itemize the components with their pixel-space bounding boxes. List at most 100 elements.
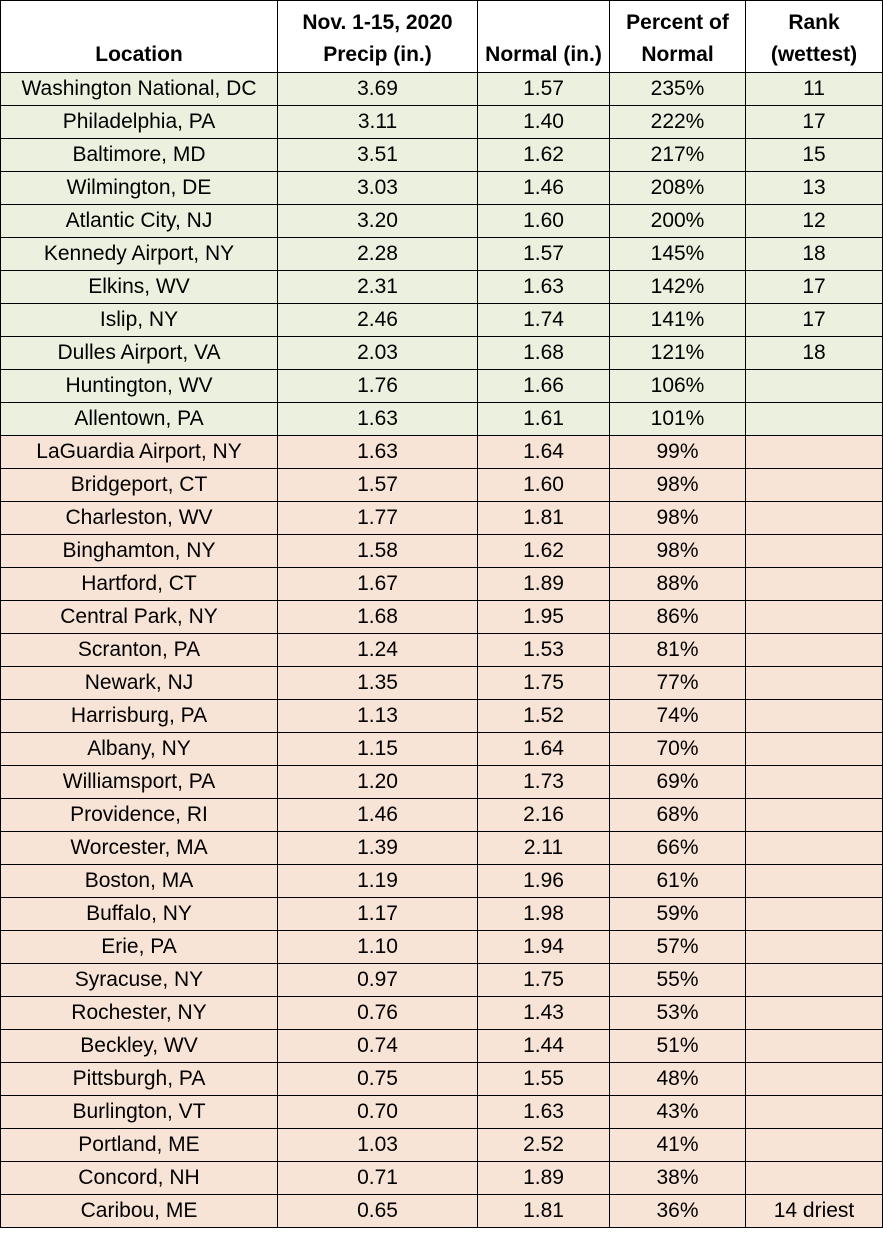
header-location-label: Location	[95, 43, 183, 66]
location-cell: Kennedy Airport, NY	[0, 237, 278, 271]
percent-of-normal-cell: 141%	[609, 303, 746, 337]
table-row: Philadelphia, PA 3.11 1.40 222% 17	[0, 105, 883, 139]
normal-cell: 1.40	[477, 105, 610, 139]
percent-of-normal-cell: 68%	[609, 798, 746, 832]
table-row: Huntington, WV 1.76 1.66 106%	[0, 369, 883, 403]
percent-of-normal-cell: 48%	[609, 1062, 746, 1096]
table-row: Concord, NH 0.71 1.89 38%	[0, 1161, 883, 1195]
header-precip-line2: Precip (in.)	[323, 43, 432, 66]
table-row: Beckley, WV 0.74 1.44 51%	[0, 1029, 883, 1063]
precip-cell: 2.31	[277, 270, 478, 304]
header-precip-line1: Nov. 1-15, 2020	[302, 11, 453, 34]
normal-cell: 1.81	[477, 1194, 610, 1228]
location-cell: Hartford, CT	[0, 567, 278, 601]
normal-cell: 1.61	[477, 402, 610, 436]
precip-cell: 0.97	[277, 963, 478, 997]
percent-of-normal-cell: 69%	[609, 765, 746, 799]
normal-cell: 1.60	[477, 468, 610, 502]
precip-cell: 3.69	[277, 72, 478, 106]
table-row: Allentown, PA 1.63 1.61 101%	[0, 402, 883, 436]
percent-of-normal-cell: 98%	[609, 501, 746, 535]
percent-of-normal-cell: 51%	[609, 1029, 746, 1063]
location-cell: Huntington, WV	[0, 369, 278, 403]
rank-cell: 13	[745, 171, 883, 205]
location-cell: Rochester, NY	[0, 996, 278, 1030]
normal-cell: 1.64	[477, 435, 610, 469]
table-row: Islip, NY 2.46 1.74 141% 17	[0, 303, 883, 337]
precip-cell: 0.71	[277, 1161, 478, 1195]
table-row: Albany, NY 1.15 1.64 70%	[0, 732, 883, 766]
percent-of-normal-cell: 53%	[609, 996, 746, 1030]
location-cell: Allentown, PA	[0, 402, 278, 436]
precip-cell: 1.03	[277, 1128, 478, 1162]
header-rank-line1: Rank	[788, 11, 840, 34]
location-cell: Beckley, WV	[0, 1029, 278, 1063]
percent-of-normal-cell: 70%	[609, 732, 746, 766]
percent-of-normal-cell: 38%	[609, 1161, 746, 1195]
percent-of-normal-cell: 36%	[609, 1194, 746, 1228]
precip-cell: 1.10	[277, 930, 478, 964]
normal-cell: 1.62	[477, 534, 610, 568]
normal-cell: 1.44	[477, 1029, 610, 1063]
precip-cell: 1.63	[277, 402, 478, 436]
precip-cell: 1.39	[277, 831, 478, 865]
rank-cell: 14 driest	[745, 1194, 883, 1228]
rank-cell: 11	[745, 72, 883, 106]
precip-cell: 0.74	[277, 1029, 478, 1063]
normal-cell: 1.94	[477, 930, 610, 964]
location-cell: Charleston, WV	[0, 501, 278, 535]
normal-cell: 1.74	[477, 303, 610, 337]
precip-cell: 1.24	[277, 633, 478, 667]
rank-cell	[745, 402, 883, 436]
percent-of-normal-cell: 208%	[609, 171, 746, 205]
precip-cell: 1.67	[277, 567, 478, 601]
precip-cell: 1.35	[277, 666, 478, 700]
rank-cell	[745, 468, 883, 502]
precip-cell: 3.11	[277, 105, 478, 139]
rank-cell	[745, 435, 883, 469]
location-cell: Boston, MA	[0, 864, 278, 898]
precip-cell: 2.46	[277, 303, 478, 337]
precip-cell: 1.20	[277, 765, 478, 799]
normal-cell: 2.16	[477, 798, 610, 832]
rank-cell	[745, 369, 883, 403]
location-cell: Washington National, DC	[0, 72, 278, 106]
location-cell: Buffalo, NY	[0, 897, 278, 931]
precip-cell: 0.75	[277, 1062, 478, 1096]
table-row: Burlington, VT 0.70 1.63 43%	[0, 1095, 883, 1129]
normal-cell: 1.53	[477, 633, 610, 667]
header-rank: Rank (wettest)	[745, 0, 883, 73]
normal-cell: 1.68	[477, 336, 610, 370]
table-row: LaGuardia Airport, NY 1.63 1.64 99%	[0, 435, 883, 469]
rank-cell	[745, 930, 883, 964]
location-cell: Harrisburg, PA	[0, 699, 278, 733]
table-row: Washington National, DC 3.69 1.57 235% 11	[0, 72, 883, 106]
table-row: Binghamton, NY 1.58 1.62 98%	[0, 534, 883, 568]
table-row: Caribou, ME 0.65 1.81 36% 14 driest	[0, 1194, 883, 1228]
location-cell: Worcester, MA	[0, 831, 278, 865]
precip-cell: 2.03	[277, 336, 478, 370]
rank-cell	[745, 699, 883, 733]
normal-cell: 1.57	[477, 72, 610, 106]
normal-cell: 1.62	[477, 138, 610, 172]
location-cell: Elkins, WV	[0, 270, 278, 304]
header-percent-line2: Normal	[641, 43, 714, 66]
rank-cell	[745, 864, 883, 898]
table-row: Central Park, NY 1.68 1.95 86%	[0, 600, 883, 634]
normal-cell: 1.60	[477, 204, 610, 238]
header-normal: Normal (in.)	[477, 0, 610, 73]
rank-cell: 15	[745, 138, 883, 172]
table-row: Baltimore, MD 3.51 1.62 217% 15	[0, 138, 883, 172]
normal-cell: 1.89	[477, 567, 610, 601]
rank-cell: 12	[745, 204, 883, 238]
header-rank-line2: (wettest)	[770, 43, 858, 66]
rank-cell	[745, 897, 883, 931]
table-row: Pittsburgh, PA 0.75 1.55 48%	[0, 1062, 883, 1096]
percent-of-normal-cell: 99%	[609, 435, 746, 469]
percent-of-normal-cell: 86%	[609, 600, 746, 634]
percent-of-normal-cell: 41%	[609, 1128, 746, 1162]
normal-cell: 1.63	[477, 1095, 610, 1129]
table-row: Syracuse, NY 0.97 1.75 55%	[0, 963, 883, 997]
normal-cell: 1.55	[477, 1062, 610, 1096]
